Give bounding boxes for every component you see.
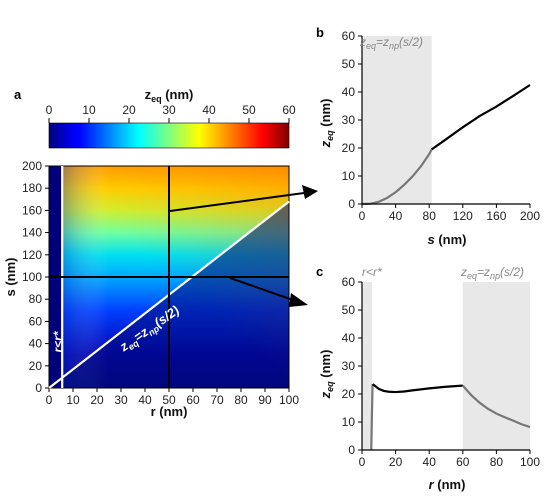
heatmap-y-tick-label: 80 xyxy=(29,292,43,306)
c-y-label: zeq (nm) xyxy=(318,350,335,400)
arrow-head-c xyxy=(289,293,308,307)
heatmap-x-tick-label: 20 xyxy=(90,393,104,407)
line-plot-c: 0 20 40 60 80 100 0 10 20 30 40 50 60 r<r* zeq=znp(s… xyxy=(318,265,540,492)
heatmap-x-label: r (nm) xyxy=(151,404,188,419)
b-x-tick-label: 40 xyxy=(389,209,403,223)
heatmap-y-tick-label: 180 xyxy=(22,181,42,195)
panel-label-a: a xyxy=(14,87,22,102)
connector-arrows xyxy=(169,185,318,307)
c-y-tick-label: 10 xyxy=(342,415,356,429)
colorbar-tick-label: 30 xyxy=(162,103,176,117)
heatmap-x-tick-label: 40 xyxy=(138,393,152,407)
heatmap-x-tick-label: 50 xyxy=(162,393,176,407)
b-y-tick-label: 30 xyxy=(342,113,356,127)
colorbar-tick-label: 0 xyxy=(46,103,53,117)
heatmap-x-tick-label: 60 xyxy=(186,393,200,407)
heatmap-y-tick-label: 20 xyxy=(29,359,43,373)
b-y-label: zeq (nm) xyxy=(318,99,335,149)
c-y-tick-label: 20 xyxy=(342,387,356,401)
heatmap-y-tick-label: 40 xyxy=(29,337,43,351)
c-x-tick-label: 60 xyxy=(456,455,470,469)
b-y-tick-label: 10 xyxy=(342,169,356,183)
heatmap-x-tick-label: 0 xyxy=(46,393,53,407)
heatmap-y-tick-label: 160 xyxy=(22,203,42,217)
colorbar-label: zeq (nm) xyxy=(145,87,194,104)
heatmap-x-tick-label: 10 xyxy=(66,393,80,407)
arrow-to-c xyxy=(229,277,294,301)
c-series-line xyxy=(370,384,374,451)
c-series-line xyxy=(461,384,531,429)
b-x-tick-label: 200 xyxy=(520,209,540,223)
b-y-tick-label: 0 xyxy=(348,197,355,211)
c-y-tick-label: 60 xyxy=(342,275,356,289)
c-y-tick-label: 50 xyxy=(342,303,356,317)
colorbar: zeq (nm) 0 10 20 30 40 50 60 xyxy=(46,87,296,149)
colorbar-tick-label: 60 xyxy=(282,103,296,117)
shaded-label-c-right: zeq=znp(s/2) xyxy=(460,265,524,281)
b-y-tick-label: 20 xyxy=(342,141,356,155)
c-y-tick-label: 40 xyxy=(342,331,356,345)
heatmap-x-tick-label: 30 xyxy=(114,393,128,407)
arrow-to-b xyxy=(169,192,305,212)
heatmap-x-tick-label: 70 xyxy=(210,393,224,407)
heatmap-y-tick-label: 60 xyxy=(29,314,43,328)
r-star-annotation: r<r* xyxy=(51,330,65,352)
c-series-line xyxy=(371,383,463,394)
heatmap-y-tick-label: 140 xyxy=(22,226,42,240)
b-x-label: s (nm) xyxy=(427,232,466,247)
c-shaded-region xyxy=(462,282,530,450)
c-x-label: r (nm) xyxy=(429,477,466,492)
heatmap-plot: r<r* zeq=znp(s/2) 0 10 20 30 40 50 60 70 80 90 100… xyxy=(3,159,299,419)
b-shaded-region xyxy=(362,36,432,204)
heatmap-y-tick-label: 120 xyxy=(22,248,42,262)
b-x-tick-label: 120 xyxy=(453,209,473,223)
c-x-tick-label: 100 xyxy=(520,455,540,469)
b-y-tick-label: 40 xyxy=(342,85,356,99)
b-x-tick-label: 80 xyxy=(423,209,437,223)
colorbar-tick-label: 40 xyxy=(202,103,216,117)
b-y-tick-label: 60 xyxy=(342,29,356,43)
c-y-tick-label: 0 xyxy=(348,443,355,457)
b-x-tick-label: 0 xyxy=(359,209,366,223)
colorbar-gradient xyxy=(48,122,290,149)
b-series-line xyxy=(431,84,531,151)
heatmap-y-tick-label: 0 xyxy=(35,381,42,395)
c-shaded-region xyxy=(362,282,373,450)
c-x-tick-label: 40 xyxy=(423,455,437,469)
heatmap-y-tick-label: 200 xyxy=(22,159,42,173)
arrow-head-b xyxy=(302,185,318,199)
shaded-label-c-left: r<r* xyxy=(362,265,382,279)
heatmap-x-tick-label: 90 xyxy=(258,393,272,407)
heatmap-y-tick-label: 100 xyxy=(22,270,42,284)
colorbar-tick-label: 10 xyxy=(82,103,96,117)
b-x-tick-label: 160 xyxy=(486,209,506,223)
colorbar-tick-label: 20 xyxy=(122,103,136,117)
panel-label-c: c xyxy=(316,264,323,279)
heatmap-x-tick-label: 80 xyxy=(234,393,248,407)
heatmap-y-label: s (nm) xyxy=(3,258,18,297)
c-x-tick-label: 80 xyxy=(490,455,504,469)
heatmap-x-tick-label: 100 xyxy=(279,393,299,407)
c-y-tick-label: 30 xyxy=(342,359,356,373)
c-x-tick-label: 0 xyxy=(359,455,366,469)
panel-label-b: b xyxy=(316,25,324,40)
b-series-line xyxy=(361,148,433,206)
c-x-tick-label: 20 xyxy=(389,455,403,469)
colorbar-tick-label: 50 xyxy=(242,103,256,117)
b-y-tick-label: 50 xyxy=(342,57,356,71)
